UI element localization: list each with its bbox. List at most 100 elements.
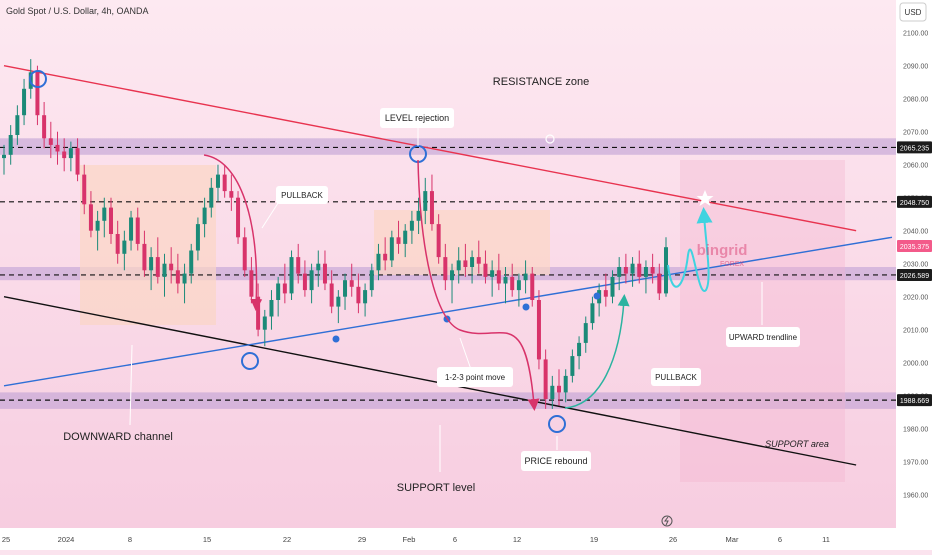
candle-body [376,253,381,271]
candle-body [22,88,27,116]
label-upward-trendline: UPWARD trendline [729,333,798,342]
event-icon[interactable] [545,134,555,144]
candle [363,283,368,317]
candle-body [8,135,13,155]
candle [22,78,27,126]
candle [68,141,73,172]
candle [483,250,488,284]
label-box [651,368,701,386]
candle-body [423,191,428,211]
candle-body [256,296,261,330]
candle-body [102,207,107,221]
candle-body [557,385,562,393]
candle-body [456,260,461,271]
candle-body [450,270,455,281]
lightning-icon[interactable] [661,515,673,527]
price-tick-label: 2090.00 [903,64,928,71]
price-axis[interactable]: 1960.001970.001980.001990.002000.002010.… [903,31,928,500]
candle [643,260,648,294]
price-tick-label: 2100.00 [903,31,928,38]
candle-body [490,270,495,277]
watermark: bingrid FOREX [697,242,748,268]
candle-body [322,263,327,284]
candle [476,240,481,274]
candle-body [617,267,622,277]
candle [322,250,327,291]
candle [423,177,428,225]
pullback-arrow-2 [564,294,630,409]
candle-body [630,263,635,274]
candle-body [296,257,301,274]
candle [129,210,134,251]
candle [664,237,668,297]
label-box [380,108,454,128]
candle [383,237,388,271]
candle [48,121,53,159]
currency-button[interactable] [899,2,927,22]
label-resistance-zone: RESISTANCE zone [493,76,589,88]
candle-body [302,273,307,291]
candle-body [195,224,200,251]
candle-body [550,385,555,399]
candle [289,250,294,300]
candle-body [657,273,662,294]
candle [15,105,20,145]
price-label-box [897,195,932,208]
time-tick-label: 6 [453,535,457,544]
candle [429,174,434,231]
candle [189,243,194,284]
candle [349,263,354,297]
candle [463,243,468,277]
candle [577,336,582,370]
candle [135,207,140,251]
candle [115,220,120,264]
candle [583,316,588,353]
trendline-dot [332,335,340,343]
candle [222,164,227,198]
candle [343,273,348,310]
candle-body [563,375,568,393]
projection-path [667,207,713,292]
candle-body [409,220,414,231]
candle-body [316,263,321,271]
candle [215,164,220,201]
price-tick-label: 2080.00 [903,97,928,104]
candle [470,250,475,284]
candle [95,210,100,251]
candle [563,369,568,403]
price-tick-label: 2040.00 [903,229,928,236]
candle [122,230,127,271]
time-axis[interactable]: 25 2024 8 15 22 29 Feb 6 12 19 26 Mar 6 11 [2,535,830,544]
price-tick-label: 1970.00 [903,460,928,467]
candle [630,257,635,287]
candle-body [637,263,642,277]
candle-body [623,267,628,274]
candle-body [35,72,40,116]
price-label-value: 2026.589 [900,273,929,280]
candle-body [650,267,655,274]
candle-body [175,270,180,284]
time-tick-label: Feb [403,535,416,544]
candle-body [202,207,207,225]
candle [396,220,401,254]
price-tick-label: 2000.00 [903,361,928,368]
trendline-resistance [3,65,857,232]
candle [496,253,501,291]
candle [149,247,154,291]
candle-body [68,148,73,159]
candle-body [643,267,648,277]
candle [503,267,508,304]
price-label-value: 1988.669 [900,398,929,405]
symbol-title: Gold Spot / U.S. Dollar, 4h, OANDA [6,6,149,16]
candle [242,227,247,277]
candle [557,369,562,406]
watermark-sub: FOREX [720,261,744,268]
candle [282,263,287,304]
candle-body [236,197,241,238]
candle-body [590,303,595,324]
candle [229,174,234,211]
candle [209,177,214,218]
candle-body [349,280,354,287]
